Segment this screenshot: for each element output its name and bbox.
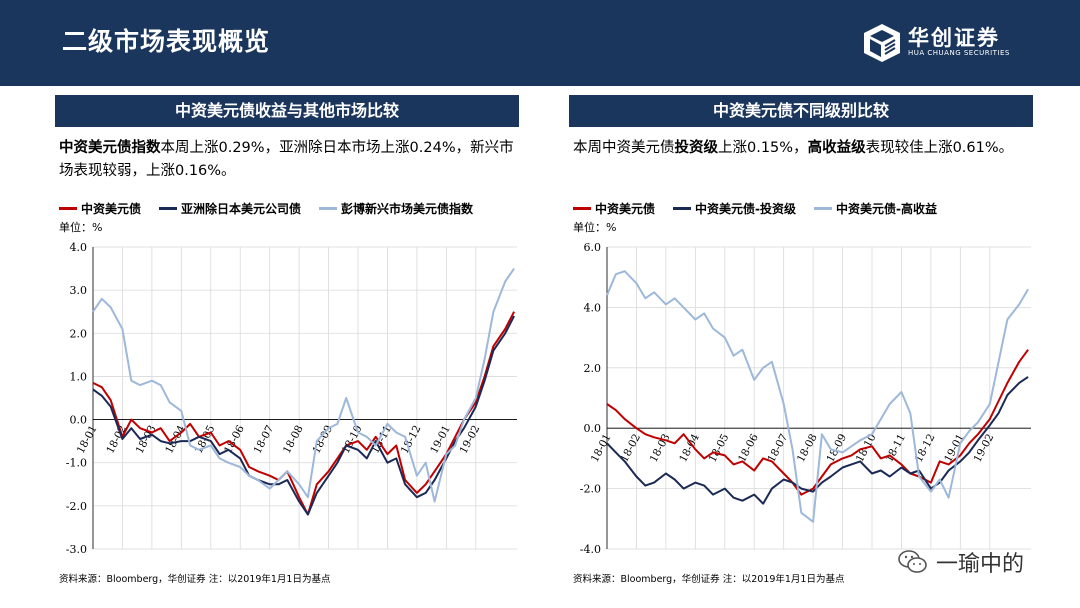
legend-item: 彭博新兴市场美元债指数 xyxy=(319,200,473,217)
series-line xyxy=(92,311,515,516)
desc-highlight: 高收益级 xyxy=(807,140,866,156)
panel-rating-comparison: 中资美元债不同级别比较 本周中资美元债投资级上涨0.15%，高收益级表现较佳上涨… xyxy=(569,95,1033,600)
y-tick-label: -4.0 xyxy=(580,543,601,556)
y-tick-label: 2.0 xyxy=(70,327,88,340)
legend-item: 中资美元债 xyxy=(573,200,655,217)
y-tick-label: 4.0 xyxy=(70,241,88,254)
panel-market-comparison: 中资美元债收益与其他市场比较 中资美元债指数本周上涨0.29%，亚洲除日本市场上… xyxy=(55,95,519,600)
legend-swatch xyxy=(573,206,591,210)
panel-title: 中资美元债不同级别比较 xyxy=(569,95,1033,127)
series-line xyxy=(92,268,515,503)
x-tick-label: 18-04 xyxy=(163,423,188,456)
y-tick-label: 1.0 xyxy=(70,370,88,383)
logo-name: 华创证券 xyxy=(908,26,1000,50)
y-tick-label: -1.0 xyxy=(66,457,87,470)
logo-cube-icon xyxy=(864,24,900,62)
x-tick-label: 18-09 xyxy=(824,432,849,464)
chart-legend: 中资美元债 亚洲除日本美元公司债 彭博新兴市场美元债指数 xyxy=(59,199,491,217)
panel-title: 中资美元债收益与其他市场比较 xyxy=(55,95,519,127)
company-logo: 华创证券 HUA CHUANG SECURITIES xyxy=(862,20,1062,68)
legend-swatch xyxy=(59,206,77,210)
y-tick-label: 0.0 xyxy=(70,414,88,427)
header-bar: 二级市场表现概览 华创证券 HUA CHUANG SECURITIES xyxy=(0,0,1080,86)
x-tick-label: 18-08 xyxy=(281,423,306,455)
legend-item: 中资美元债 xyxy=(59,200,141,217)
watermark: 一瑜中的 xyxy=(898,546,1024,578)
legend-label: 中资美元债-投资级 xyxy=(695,201,796,216)
y-tick-label: -2.0 xyxy=(66,500,87,513)
legend-swatch xyxy=(814,206,832,210)
legend-label: 中资美元债-高收益 xyxy=(836,201,937,216)
desc-text: 本周中资美元债 xyxy=(573,140,675,156)
legend-label: 中资美元债 xyxy=(81,201,142,216)
desc-text: 本周上涨0.29%，亚洲除日本市场上涨0.24%，新兴市场表现较弱，上涨0.16… xyxy=(59,140,514,179)
legend-label: 中资美元债 xyxy=(595,201,656,216)
y-tick-label: 6.0 xyxy=(584,241,602,254)
y-tick-label: 2.0 xyxy=(584,362,602,375)
series-line xyxy=(606,270,1029,523)
legend-swatch xyxy=(159,206,178,210)
series-line xyxy=(92,315,515,516)
desc-text: 上涨0.15%， xyxy=(718,140,808,156)
x-tick-label: 18-03 xyxy=(134,423,159,455)
source-note: 资料来源：Bloomberg，华创证券 注：以2019年1月1日为基点 xyxy=(573,574,845,585)
legend-item: 亚洲除日本美元公司债 xyxy=(159,200,301,217)
x-tick-label: 18-08 xyxy=(795,432,820,464)
source-note: 资料来源：Bloomberg，华创证券 注：以2019年1月1日为基点 xyxy=(59,574,331,585)
y-tick-label: 3.0 xyxy=(70,284,88,297)
unit-label: 单位：% xyxy=(59,221,103,234)
x-tick-label: 18-09 xyxy=(310,423,335,455)
panel-description: 本周中资美元债投资级上涨0.15%，高收益级表现较佳上涨0.61%。 xyxy=(573,137,1033,160)
page-title: 二级市场表现概览 xyxy=(62,27,271,56)
legend-item: 中资美元债-高收益 xyxy=(814,200,937,217)
x-tick-label: 18-07 xyxy=(252,423,277,455)
legend-swatch xyxy=(319,206,338,210)
y-tick-label: 4.0 xyxy=(584,301,602,314)
legend-label: 彭博新兴市场美元债指数 xyxy=(341,201,474,216)
chart-legend: 中资美元债 中资美元债-投资级 中资美元债-高收益 xyxy=(573,199,955,217)
legend-item: 中资美元债-投资级 xyxy=(673,200,796,217)
y-tick-label: -2.0 xyxy=(580,483,601,496)
panel-description: 中资美元债指数本周上涨0.29%，亚洲除日本市场上涨0.24%，新兴市场表现较弱… xyxy=(59,137,519,183)
unit-label: 单位：% xyxy=(573,221,617,234)
x-tick-label: 18-12 xyxy=(399,423,424,455)
x-tick-label: 18-02 xyxy=(104,423,129,455)
watermark-text: 一瑜中的 xyxy=(936,552,1025,577)
x-tick-label: 18-06 xyxy=(736,432,761,465)
wechat-icon xyxy=(898,550,927,573)
legend-label: 亚洲除日本美元公司债 xyxy=(181,201,302,216)
line-chart: 6.04.02.00.0-2.0-4.018-01 18-02 18-03 18-04… xyxy=(580,241,1031,556)
x-tick-label: 18-01 xyxy=(75,423,100,455)
desc-highlight: 中资美元债指数 xyxy=(59,140,161,156)
legend-swatch xyxy=(673,206,692,210)
x-tick-label: 18-01 xyxy=(589,432,614,464)
logo-subtitle: HUA CHUANG SECURITIES xyxy=(908,49,1010,57)
y-tick-label: -3.0 xyxy=(66,543,87,556)
desc-text: 表现较佳上涨0.61%。 xyxy=(865,140,1014,156)
desc-highlight: 投资级 xyxy=(674,140,719,156)
y-tick-label: 0.0 xyxy=(584,422,602,435)
line-chart: 4.03.02.01.00.0-1.0-2.0-3.018-01 18-02 18-… xyxy=(66,241,517,556)
